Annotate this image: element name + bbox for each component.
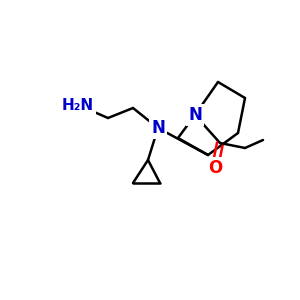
Text: H₂N: H₂N (62, 98, 94, 112)
Text: N: N (151, 119, 165, 137)
Text: N: N (188, 106, 202, 124)
Text: O: O (208, 159, 222, 177)
